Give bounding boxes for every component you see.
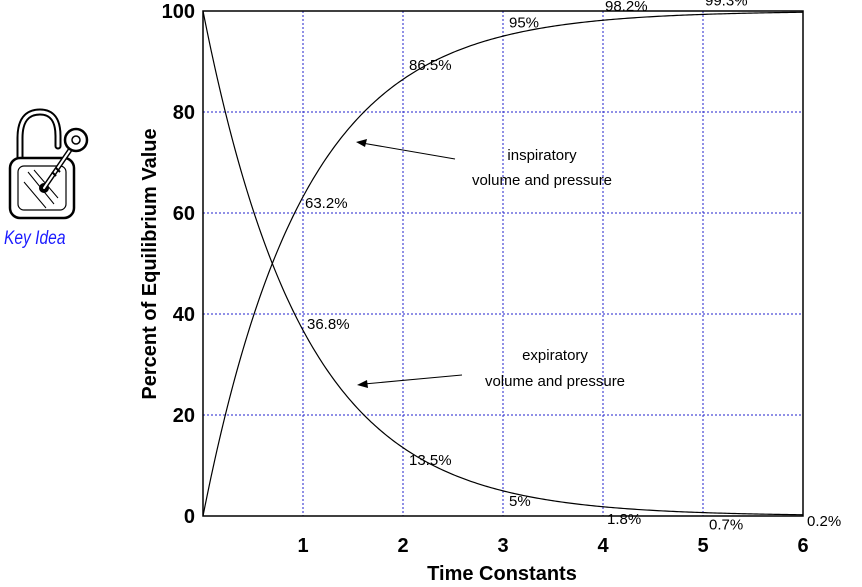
y-tick-label: 100 (162, 1, 195, 23)
x-tick-label: 3 (497, 535, 508, 557)
inspiratory-percent-label: 95% (509, 14, 539, 31)
key-idea-label: Key Idea (4, 228, 66, 249)
curves (202, 10, 804, 517)
x-tick-label: 6 (797, 535, 808, 557)
y-tick-label: 20 (173, 405, 195, 427)
expiratory-percent-label: 36.8% (307, 316, 350, 333)
expiratory-percent-label: 13.5% (409, 452, 452, 469)
inspiratory-arrow (356, 139, 456, 160)
percent-labels: 63.2% 86.5% 95% 98.2% 99.3% 99.8% 36.8% 13.5% 5%… (305, 0, 850, 533)
plot-frame (202, 10, 804, 517)
y-axis-title: Percent of Equilibrium Value (139, 128, 161, 399)
expiratory-percent-label: 1.8% (607, 511, 641, 528)
inspiratory-curve (202, 11, 804, 517)
inspiratory-annotation-line1: inspiratory (507, 147, 577, 164)
expiratory-percent-label: 0.7% (709, 516, 743, 533)
x-tick-label: 4 (597, 535, 609, 557)
inspiratory-percent-label: 99.3% (705, 0, 748, 10)
expiratory-curve (202, 10, 804, 516)
padlock-key-icon (8, 108, 89, 220)
inspiratory-percent-label: 86.5% (409, 57, 452, 74)
expiratory-arrow (357, 374, 463, 388)
expiratory-annotation-line1: expiratory (522, 347, 588, 364)
expiratory-annotation-line2: volume and pressure (485, 373, 625, 390)
x-tick-label: 2 (397, 535, 408, 557)
inspiratory-percent-label: 99.8% (807, 0, 850, 4)
inspiratory-annotation-line2: volume and pressure (472, 172, 612, 189)
y-tick-label: 60 (173, 203, 195, 225)
y-tick-label: 0 (184, 506, 195, 528)
expiratory-percent-label: 0.2% (807, 513, 841, 530)
expiratory-percent-label: 5% (509, 493, 531, 510)
x-axis-title: Time Constants (427, 563, 577, 585)
y-tick-label: 40 (173, 304, 195, 326)
x-tick-label: 5 (697, 535, 708, 557)
x-tick-label: 1 (297, 535, 308, 557)
y-tick-label: 80 (173, 102, 195, 124)
inspiratory-percent-label: 63.2% (305, 195, 348, 212)
inspiratory-percent-label: 98.2% (605, 0, 648, 15)
grid (203, 11, 803, 516)
